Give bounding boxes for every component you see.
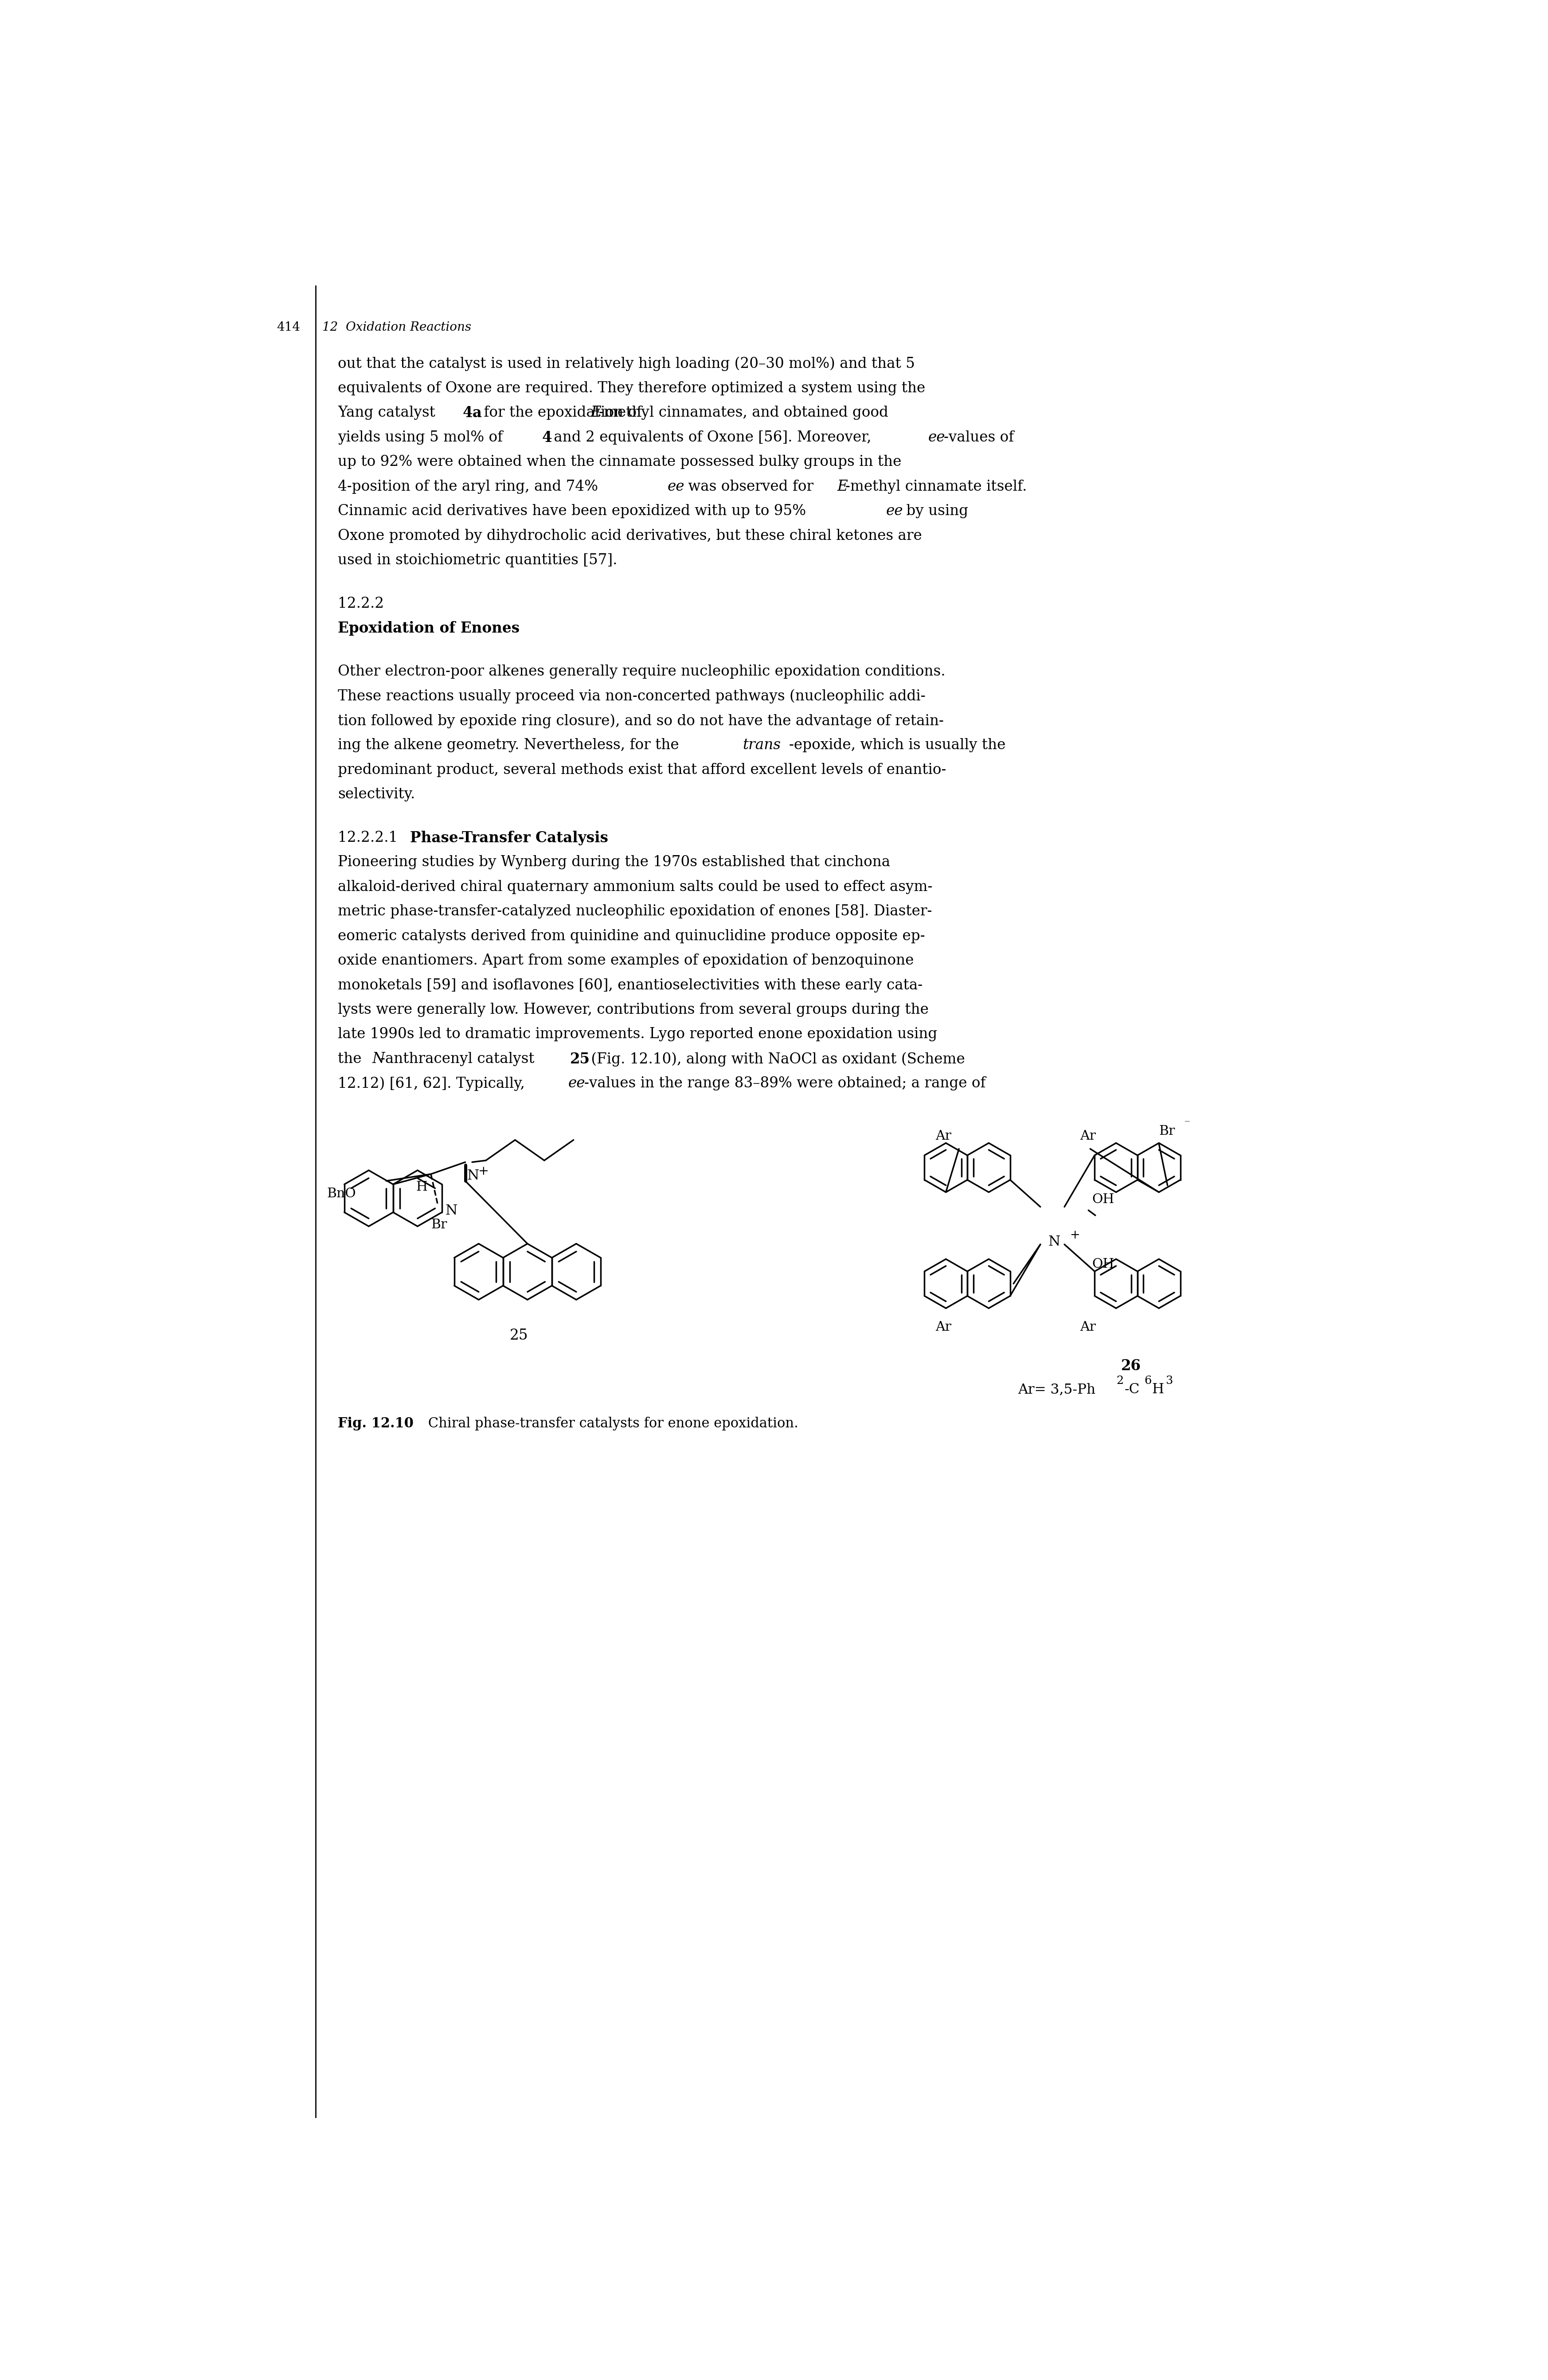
- Text: ee: ee: [568, 1076, 585, 1090]
- Text: Oxone promoted by dihydrocholic acid derivatives, but these chiral ketones are: Oxone promoted by dihydrocholic acid der…: [337, 528, 923, 543]
- Text: 4-position of the aryl ring, and 74%: 4-position of the aryl ring, and 74%: [337, 478, 602, 493]
- Text: eomeric catalysts derived from quinidine and quinuclidine produce opposite ep-: eomeric catalysts derived from quinidine…: [337, 928, 926, 942]
- Text: the: the: [337, 1052, 367, 1066]
- Text: ⁻: ⁻: [1184, 1119, 1190, 1130]
- Text: and 2 equivalents of Oxone [56]. Moreover,: and 2 equivalents of Oxone [56]. Moreove…: [550, 431, 876, 445]
- Text: -epoxide, which is usually the: -epoxide, which is usually the: [789, 738, 1006, 752]
- Text: BnO: BnO: [327, 1188, 356, 1200]
- Text: alkaloid-derived chiral quaternary ammonium salts could be used to effect asym-: alkaloid-derived chiral quaternary ammon…: [337, 881, 932, 895]
- Text: OH: OH: [1091, 1259, 1115, 1271]
- Text: oxide enantiomers. Apart from some examples of epoxidation of benzoquinone: oxide enantiomers. Apart from some examp…: [337, 954, 913, 969]
- Text: -methyl cinnamate itself.: -methyl cinnamate itself.: [845, 478, 1026, 493]
- Text: ing the alkene geometry. Nevertheless, for the: ing the alkene geometry. Nevertheless, f…: [337, 738, 684, 752]
- Text: ee: ee: [885, 505, 902, 519]
- Text: -values of: -values of: [944, 431, 1014, 445]
- Text: by using: by using: [901, 505, 968, 519]
- Text: 6: 6: [1144, 1376, 1152, 1385]
- Text: 25: 25: [509, 1328, 528, 1342]
- Text: Br: Br: [1159, 1126, 1175, 1138]
- Text: Ar: Ar: [1081, 1321, 1096, 1333]
- Text: +: +: [1070, 1228, 1079, 1240]
- Text: Chiral phase-transfer catalysts for enone epoxidation.: Chiral phase-transfer catalysts for enon…: [424, 1416, 799, 1430]
- Text: N: N: [467, 1169, 480, 1183]
- Text: 25: 25: [570, 1052, 590, 1066]
- Text: predominant product, several methods exist that afford excellent levels of enant: predominant product, several methods exi…: [337, 762, 946, 776]
- Text: 26: 26: [1121, 1359, 1141, 1373]
- Text: yields using 5 mol% of: yields using 5 mol% of: [337, 431, 508, 445]
- Text: 12.2.2.1: 12.2.2.1: [337, 831, 398, 845]
- Text: late 1990s led to dramatic improvements. Lygo reported enone epoxidation using: late 1990s led to dramatic improvements.…: [337, 1028, 937, 1042]
- Text: 12.12) [61, 62]. Typically,: 12.12) [61, 62]. Typically,: [337, 1076, 529, 1090]
- Text: up to 92% were obtained when the cinnamate possessed bulky groups in the: up to 92% were obtained when the cinnama…: [337, 455, 901, 469]
- Text: was observed for: was observed for: [684, 478, 819, 493]
- Text: E: E: [837, 478, 848, 493]
- Text: OH: OH: [1091, 1192, 1115, 1207]
- Text: metric phase-transfer-catalyzed nucleophilic epoxidation of enones [58]. Diaster: metric phase-transfer-catalyzed nucleoph…: [337, 904, 932, 919]
- Text: +: +: [478, 1166, 489, 1178]
- Text: H: H: [1152, 1383, 1164, 1397]
- Text: E: E: [591, 405, 601, 419]
- Text: -values in the range 83–89% were obtained; a range of: -values in the range 83–89% were obtaine…: [584, 1076, 986, 1090]
- Text: ee: ee: [927, 431, 946, 445]
- Text: N: N: [372, 1052, 385, 1066]
- Text: Ar: Ar: [935, 1321, 952, 1333]
- Text: Fig. 12.10: Fig. 12.10: [337, 1416, 413, 1430]
- Text: Ar= 3,5-Ph: Ar= 3,5-Ph: [1019, 1383, 1096, 1397]
- Text: Other electron-poor alkenes generally require nucleophilic epoxidation condition: Other electron-poor alkenes generally re…: [337, 664, 946, 678]
- Text: N: N: [446, 1204, 458, 1219]
- Text: H: H: [416, 1180, 427, 1192]
- Text: lysts were generally low. However, contributions from several groups during the: lysts were generally low. However, contr…: [337, 1002, 929, 1016]
- Text: 4: 4: [542, 431, 553, 445]
- Text: -anthracenyl catalyst: -anthracenyl catalyst: [381, 1052, 539, 1066]
- Text: used in stoichiometric quantities [57].: used in stoichiometric quantities [57].: [337, 552, 618, 566]
- Text: 4a: 4a: [463, 405, 481, 421]
- Text: N: N: [1048, 1235, 1060, 1250]
- Text: 414: 414: [277, 321, 300, 333]
- Text: Ar: Ar: [935, 1130, 952, 1142]
- Text: equivalents of Oxone are required. They therefore optimized a system using the: equivalents of Oxone are required. They …: [337, 381, 926, 395]
- Text: -methyl cinnamates, and obtained good: -methyl cinnamates, and obtained good: [599, 405, 889, 419]
- Text: 3: 3: [1166, 1376, 1173, 1385]
- Text: selectivity.: selectivity.: [337, 788, 415, 802]
- Text: (Fig. 12.10), along with NaOCl as oxidant (Scheme: (Fig. 12.10), along with NaOCl as oxidan…: [587, 1052, 964, 1066]
- Text: ee: ee: [667, 478, 684, 493]
- Text: Cinnamic acid derivatives have been epoxidized with up to 95%: Cinnamic acid derivatives have been epox…: [337, 505, 811, 519]
- Text: 12.2.2: 12.2.2: [337, 597, 384, 612]
- Text: Yang catalyst: Yang catalyst: [337, 405, 440, 419]
- Text: Pioneering studies by Wynberg during the 1970s established that cinchona: Pioneering studies by Wynberg during the…: [337, 854, 890, 869]
- Text: for the epoxidation of: for the epoxidation of: [478, 405, 646, 419]
- Text: These reactions usually proceed via non-concerted pathways (nucleophilic addi-: These reactions usually proceed via non-…: [337, 690, 926, 704]
- Text: Ar: Ar: [1081, 1130, 1096, 1142]
- Text: 2: 2: [1116, 1376, 1124, 1385]
- Text: monoketals [59] and isoflavones [60], enantioselectivities with these early cata: monoketals [59] and isoflavones [60], en…: [337, 978, 923, 992]
- Text: tion followed by epoxide ring closure), and so do not have the advantage of reta: tion followed by epoxide ring closure), …: [337, 714, 944, 728]
- Text: 12  Oxidation Reactions: 12 Oxidation Reactions: [322, 321, 471, 333]
- Text: out that the catalyst is used in relatively high loading (20–30 mol%) and that 5: out that the catalyst is used in relativ…: [337, 357, 915, 371]
- Text: -C: -C: [1124, 1383, 1139, 1397]
- Text: trans: trans: [743, 738, 780, 752]
- Text: Br: Br: [430, 1219, 447, 1230]
- Text: Epoxidation of Enones: Epoxidation of Enones: [337, 621, 520, 635]
- Text: Phase-Transfer Catalysis: Phase-Transfer Catalysis: [410, 831, 608, 845]
